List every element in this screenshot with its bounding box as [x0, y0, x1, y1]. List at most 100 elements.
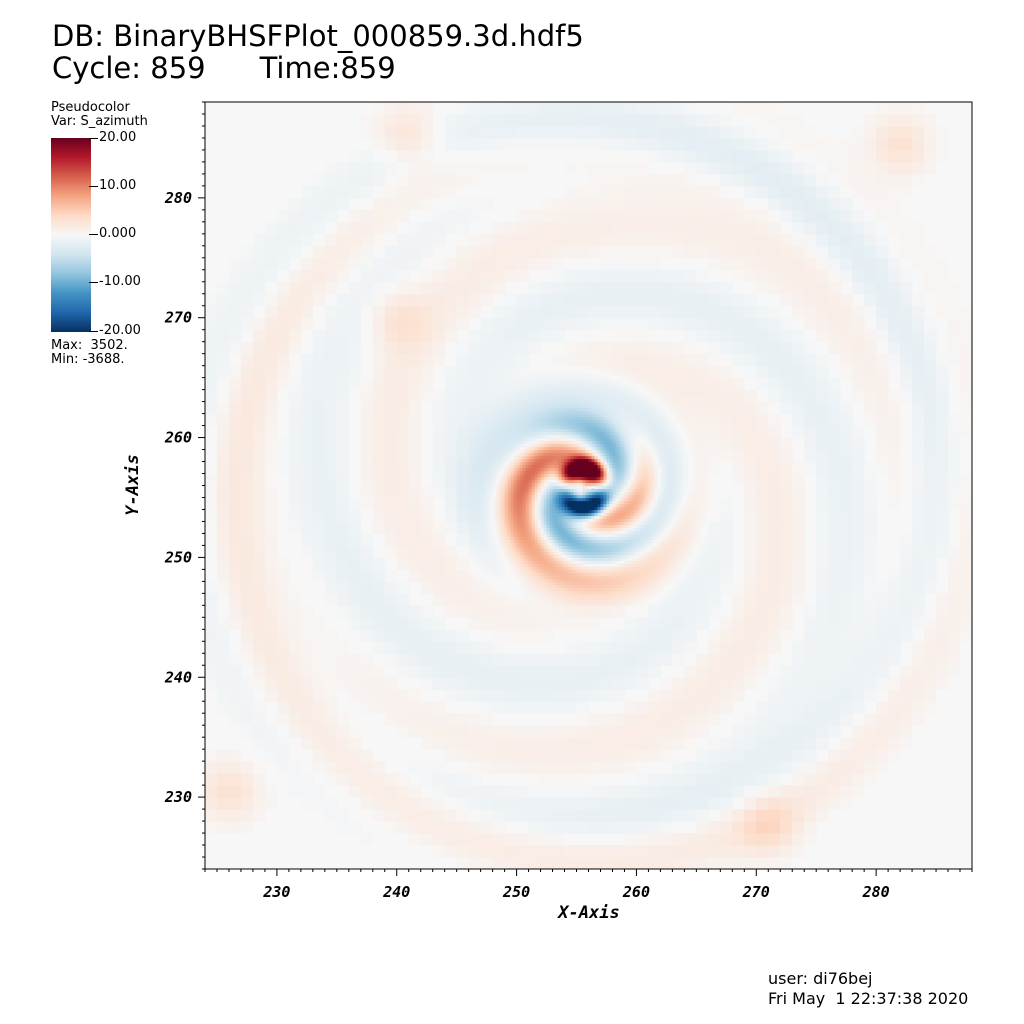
heatmap-cell [528, 404, 533, 409]
heatmap-cell [336, 425, 350, 439]
heatmap-cell [408, 629, 422, 642]
heatmap-cell [585, 572, 590, 576]
heatmap-cell [564, 269, 578, 283]
time-label: Time:859 [259, 51, 396, 85]
heatmap-cell [609, 596, 614, 600]
heatmap-cell [519, 437, 524, 442]
heatmap-cell [597, 521, 602, 526]
heatmap-cell [372, 797, 386, 810]
heatmap-cell [513, 512, 518, 517]
heatmap-cell [474, 512, 479, 517]
heatmap-cell [534, 554, 539, 559]
heatmap-cell [558, 539, 563, 544]
heatmap-cell [558, 395, 563, 400]
heatmap-cell [507, 524, 512, 529]
heatmap-cell [324, 233, 338, 247]
heatmap-cell [588, 386, 593, 391]
heatmap-cell [597, 365, 602, 370]
heatmap-cell [474, 380, 479, 385]
heatmap-cell [528, 797, 542, 810]
heatmap-cell [585, 395, 590, 400]
heatmap-cell [549, 446, 554, 451]
heatmap-cell [552, 572, 557, 576]
heatmap-cell [579, 563, 584, 567]
heatmap-cell [555, 431, 560, 436]
heatmap-cell [576, 197, 590, 211]
heatmap-cell [480, 329, 494, 343]
heatmap-cell [597, 482, 602, 487]
heatmap-cell [546, 482, 551, 487]
heatmap-cell [228, 785, 242, 798]
heatmap-cell [486, 593, 491, 597]
heatmap-cell [555, 530, 560, 535]
heatmap-cell [483, 587, 488, 591]
heatmap-cell [555, 554, 560, 559]
heatmap-cell [534, 446, 539, 451]
heatmap-cell [468, 602, 473, 606]
heatmap-cell [498, 527, 503, 532]
heatmap-cell [495, 494, 500, 499]
heatmap-cell [501, 371, 506, 376]
heatmap-cell [205, 365, 218, 379]
heatmap-cell [606, 581, 611, 585]
heatmap-cell [501, 503, 506, 508]
heatmap-cell [588, 578, 593, 582]
heatmap-cell [492, 725, 506, 738]
heatmap-cell [588, 494, 593, 499]
heatmap-cell [477, 389, 482, 394]
heatmap-cell [531, 419, 536, 424]
heatmap-cell [501, 494, 506, 499]
heatmap-cell [432, 581, 446, 594]
heatmap-cell [324, 737, 338, 750]
heatmap-cell [567, 395, 572, 400]
heatmap-cell [348, 761, 362, 774]
heatmap-cell [558, 383, 563, 388]
heatmap-cell [288, 269, 302, 283]
heatmap-cell [597, 539, 602, 544]
heatmap-cell [597, 566, 602, 570]
heatmap-cell [336, 389, 350, 403]
heatmap-cell [396, 521, 410, 535]
heatmap-cell [240, 377, 254, 391]
heatmap-cell [525, 449, 530, 454]
heatmap-cell [522, 527, 527, 532]
heatmap-cell [558, 503, 563, 508]
heatmap-cell [522, 497, 527, 502]
heatmap-cell [510, 542, 515, 547]
heatmap-cell [564, 572, 569, 576]
heatmap-cell [588, 467, 593, 472]
heatmap-cell [324, 533, 338, 547]
heatmap-cell [324, 521, 338, 535]
heatmap-cell [603, 554, 608, 559]
heatmap-cell [579, 392, 584, 397]
heatmap-cell [456, 725, 470, 738]
heatmap-cell [495, 467, 500, 472]
heatmap-cell [300, 461, 314, 475]
heatmap-cell [567, 422, 572, 427]
heatmap-cell [252, 797, 266, 810]
heatmap-cell [603, 524, 608, 529]
heatmap-cell [597, 524, 602, 529]
heatmap-cell [432, 845, 446, 858]
heatmap-cell [609, 500, 614, 505]
heatmap-cell [591, 599, 596, 603]
heatmap-cell [276, 677, 290, 690]
heatmap-cell [579, 542, 584, 547]
heatmap-cell [504, 102, 518, 115]
heatmap-cell [252, 617, 266, 630]
heatmap-cell [504, 524, 509, 529]
heatmap-cell [480, 566, 485, 570]
heatmap-cell [567, 458, 572, 463]
heatmap-cell [513, 416, 518, 421]
heatmap-cell [600, 560, 605, 564]
heatmap-cell [498, 464, 503, 469]
heatmap-cell [348, 497, 362, 511]
heatmap-cell [528, 566, 533, 570]
heatmap-cell [504, 329, 518, 343]
heatmap-cell [564, 509, 569, 514]
heatmap-cell [564, 455, 569, 460]
heatmap-cell [336, 257, 350, 271]
heatmap-cell [312, 413, 326, 427]
heatmap-cell [567, 509, 572, 514]
colorbar [51, 138, 91, 332]
